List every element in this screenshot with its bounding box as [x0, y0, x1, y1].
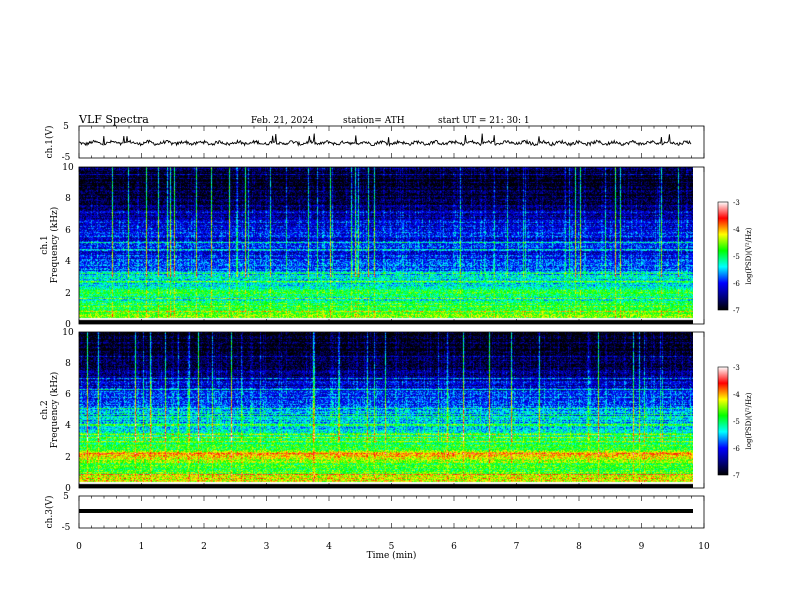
ch2-colorbar: -3 -4 -5 -6 -7 log(PSD)(V²/Hz) [717, 364, 753, 480]
ch2-cbar-tick-m7: -7 [733, 472, 740, 480]
ch2-freq-tick-6: 6 [65, 390, 71, 400]
ch2-cbar-tick-m3: -3 [733, 364, 740, 372]
ch1-wave-ylabel: ch.1(V) [44, 126, 55, 159]
ch2-freq-tick-10: 10 [62, 328, 74, 338]
ch1-colorbar: -3 -4 -5 -6 -7 log(PSD)(V²/Hz) [717, 199, 753, 315]
ch2-cbar-tick-m5: -5 [733, 418, 740, 426]
ch1-cbar-tick-m4: -4 [733, 226, 740, 234]
ch1-spectrogram-panel: 0 2 4 6 8 10 ch.1 Frequency (kHz) -3 -4 … [40, 163, 753, 330]
ch1-spectrogram-ticks [78, 167, 705, 324]
ch3-ytick-top: 5 [63, 492, 69, 502]
time-tick-5: 5 [389, 542, 395, 552]
ch1-waveform-panel: 5 -5 ch.1(V) [44, 122, 705, 163]
ch1-freq-tick-4: 4 [65, 257, 71, 267]
ch2-spectrogram-ticks [78, 332, 705, 488]
ch1-waveform-line [78, 133, 692, 147]
ch1-freq-axis-label: Frequency (kHz) [49, 207, 60, 284]
ch1-waveform-ticks [78, 126, 705, 158]
time-tick-8: 8 [576, 542, 582, 552]
time-tick-6: 6 [451, 542, 457, 552]
ch2-spectrogram-image [79, 332, 693, 488]
time-tick-9: 9 [639, 542, 645, 552]
time-axis-label: Time (min) [367, 550, 417, 561]
ch2-freq-tick-2: 2 [65, 453, 71, 463]
ch3-waveform-panel: 5 -5 ch.3(V) 0 1 2 3 4 5 6 7 8 9 10 Time… [44, 492, 710, 561]
ch3-waveform-line [79, 509, 693, 513]
ch1-spectrogram-image [79, 167, 693, 324]
ch2-cbar-label: log(PSD)(V²/Hz) [745, 392, 753, 449]
date-label: Feb. 21, 2024 [251, 116, 314, 126]
ch1-colorbar-bar [717, 201, 729, 311]
time-tick-1: 1 [139, 542, 145, 552]
ch1-freq-tick-8: 8 [65, 194, 71, 204]
ch1-freq-ticklabels: 0 2 4 6 8 10 [62, 163, 74, 330]
ch1-cbar-tick-m7: -7 [733, 307, 740, 315]
ch1-cbar-tick-m5: -5 [733, 253, 740, 261]
ch2-freq-tick-0: 0 [65, 484, 71, 494]
time-tick-2: 2 [201, 542, 207, 552]
station-label: station= ATH [343, 116, 405, 126]
ch1-ytick-bottom: -5 [62, 153, 71, 163]
ch1-cbar-tick-m6: -6 [733, 280, 740, 288]
ch1-cbar-label: log(PSD)(V²/Hz) [745, 227, 753, 284]
ch3-wave-ylabel: ch.3(V) [44, 496, 55, 529]
ch3-ytick-bottom: -5 [62, 523, 71, 533]
time-tick-0: 0 [76, 542, 82, 552]
ch2-freq-axis-label: Frequency (kHz) [49, 372, 60, 449]
ch2-freq-tick-8: 8 [65, 359, 71, 369]
ch1-freq-tick-2: 2 [65, 289, 71, 299]
ch2-cbar-tick-m6: -6 [733, 445, 740, 453]
time-axis-ticklabels: 0 1 2 3 4 5 6 7 8 9 10 [76, 542, 710, 552]
ch2-colorbar-bar [717, 366, 729, 476]
ch1-cbar-tick-m3: -3 [733, 199, 740, 207]
ch2-freq-ticklabels: 0 2 4 6 8 10 [62, 328, 74, 494]
ch1-ytick-top: 5 [63, 122, 69, 132]
ch2-cbar-tick-m4: -4 [733, 391, 740, 399]
ch3-waveform-ticks [78, 496, 705, 528]
ch2-channel-label: ch.2 [40, 400, 50, 419]
ch2-freq-tick-4: 4 [65, 421, 71, 431]
ch1-freq-tick-6: 6 [65, 226, 71, 236]
time-tick-7: 7 [514, 542, 520, 552]
ch1-freq-tick-10: 10 [62, 163, 74, 173]
time-tick-3: 3 [264, 542, 270, 552]
time-tick-10: 10 [698, 542, 710, 552]
time-tick-4: 4 [326, 542, 332, 552]
ch2-spectrogram-panel: 0 2 4 6 8 10 ch.2 Frequency (kHz) -3 -4 … [40, 328, 753, 494]
figure-title: VLF Spectra [78, 113, 149, 126]
start-time-label: start UT = 21: 30: 1 [438, 116, 530, 126]
ch1-freq-tick-0: 0 [65, 320, 71, 330]
ch1-channel-label: ch.1 [40, 235, 50, 254]
